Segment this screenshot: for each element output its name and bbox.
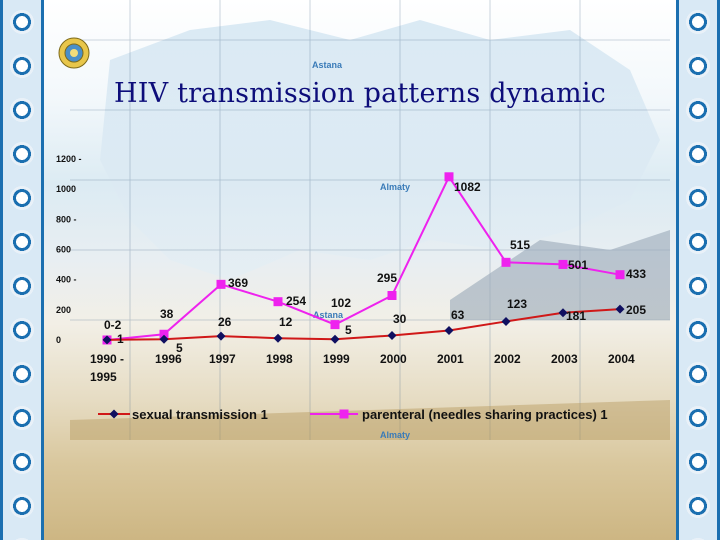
data-label-parenteral: 38: [160, 307, 174, 321]
data-point-parenteral: [387, 291, 397, 301]
data-label-parenteral: 501: [568, 258, 588, 272]
data-point-sexual: [216, 331, 226, 341]
y-tick-label: 1200 -: [56, 154, 82, 164]
data-point-parenteral: [159, 329, 169, 339]
x-tick-label: 1999: [323, 352, 350, 366]
data-label-parenteral: 1082: [454, 180, 481, 194]
data-label-parenteral: 102: [331, 296, 351, 310]
data-point-parenteral: [273, 297, 283, 307]
data-point-parenteral: [501, 257, 511, 267]
y-tick-label: 200: [56, 305, 71, 315]
data-label-parenteral: 369: [228, 276, 248, 290]
data-point-sexual: [102, 335, 112, 345]
legend-marker-sexual: [109, 409, 119, 419]
data-label-parenteral: 433: [626, 267, 646, 281]
data-point-sexual: [558, 308, 568, 318]
kazakhstan-map-background: [70, 0, 670, 440]
x-tick-label: 2001: [437, 352, 464, 366]
y-tick-label: 400 -: [56, 275, 77, 285]
y-tick-label: 800 -: [56, 214, 77, 224]
x-tick-label: 1990 -1995: [90, 352, 124, 384]
y-tick-label: 600: [56, 245, 71, 255]
data-label-sexual: 63: [451, 308, 465, 322]
x-tick-label: 2003: [551, 352, 578, 366]
data-point-sexual: [501, 316, 511, 326]
x-tick-label: 2002: [494, 352, 521, 366]
x-tick-label: 2000: [380, 352, 407, 366]
data-label-parenteral: 295: [377, 271, 397, 285]
ornamental-border-right: [676, 0, 720, 540]
map-label-almaty-bottom: Almaty: [380, 430, 411, 440]
legend-label-parenteral: parenteral (needles sharing practices) 1: [362, 407, 608, 422]
x-tick-label: 1996: [155, 352, 182, 366]
legend-label-sexual: sexual transmission 1: [132, 407, 268, 422]
ornamental-border-left: [0, 0, 44, 540]
data-label-sexual: 181: [566, 309, 586, 323]
legend-marker-parenteral: [339, 409, 349, 419]
chart-title: HIV transmission patterns dynamic: [114, 78, 606, 109]
data-label-parenteral: 0-2: [104, 318, 122, 332]
series-line-parenteral: [106, 174, 621, 341]
y-tick-label: 1000: [56, 184, 76, 194]
data-point-parenteral: [558, 259, 568, 269]
data-point-parenteral: [615, 270, 625, 280]
data-point-sexual: [330, 334, 340, 344]
x-tick-label: 2004: [608, 352, 635, 366]
data-label-sexual: 12: [279, 315, 293, 329]
data-point-parenteral: [444, 172, 454, 182]
series-line-sexual: [106, 308, 621, 341]
data-label-sexual: 5: [345, 323, 352, 337]
data-point-sexual: [387, 330, 397, 340]
x-tick-label: 1997: [209, 352, 236, 366]
data-point-sexual: [273, 333, 283, 343]
data-label-sexual: 1: [117, 332, 124, 346]
data-label-sexual: 26: [218, 315, 232, 329]
data-point-parenteral: [216, 279, 226, 289]
data-point-sexual: [615, 304, 625, 314]
map-label-astana-mid: Astana: [313, 310, 344, 320]
data-label-parenteral: 515: [510, 238, 530, 252]
y-tick-label: 0: [56, 335, 61, 345]
data-label-sexual: 5: [176, 341, 183, 355]
data-point-sexual: [159, 334, 169, 344]
map-label-almaty-mid: Almaty: [380, 182, 411, 192]
data-label-sexual: 123: [507, 297, 527, 311]
data-point-sexual: [444, 325, 454, 335]
data-label-sexual: 30: [393, 312, 407, 326]
map-label-astana-top: Astana: [312, 60, 343, 70]
data-label-sexual: 205: [626, 303, 646, 317]
data-label-parenteral: 254: [286, 294, 306, 308]
kazakhstan-emblem-icon: [58, 37, 90, 69]
x-tick-label: 1998: [266, 352, 293, 366]
data-point-parenteral: [330, 320, 340, 330]
